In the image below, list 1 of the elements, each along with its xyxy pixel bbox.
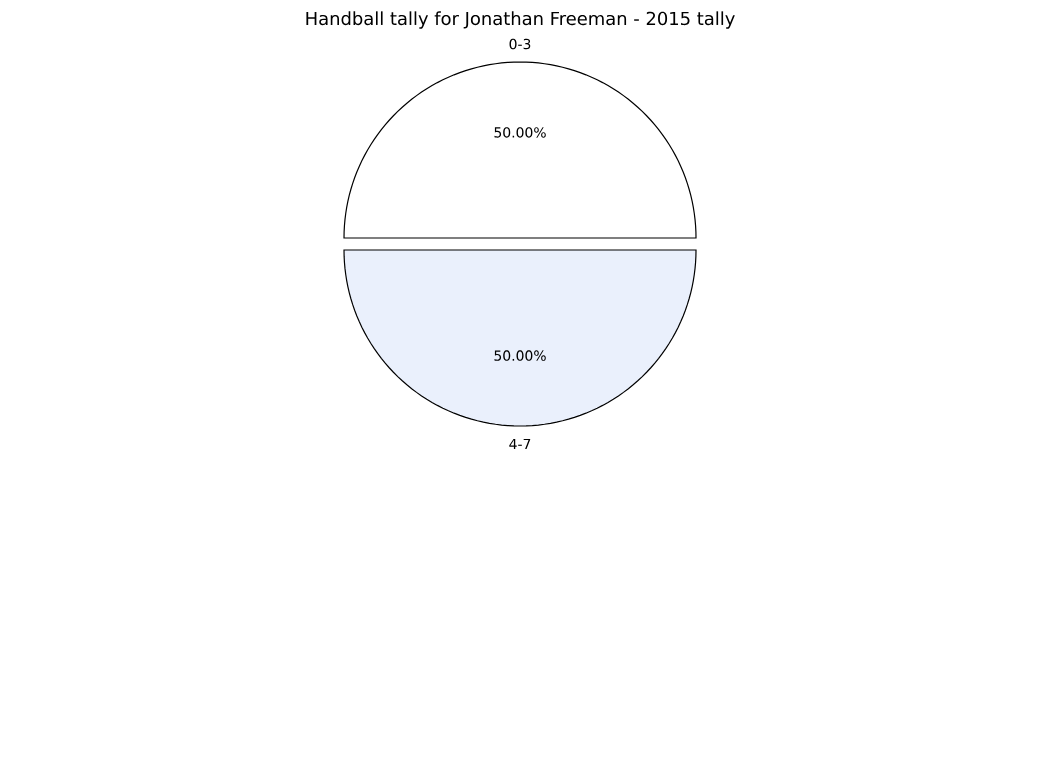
chart-title: Handball tally for Jonathan Freeman - 2015 tally (306, 11, 735, 29)
